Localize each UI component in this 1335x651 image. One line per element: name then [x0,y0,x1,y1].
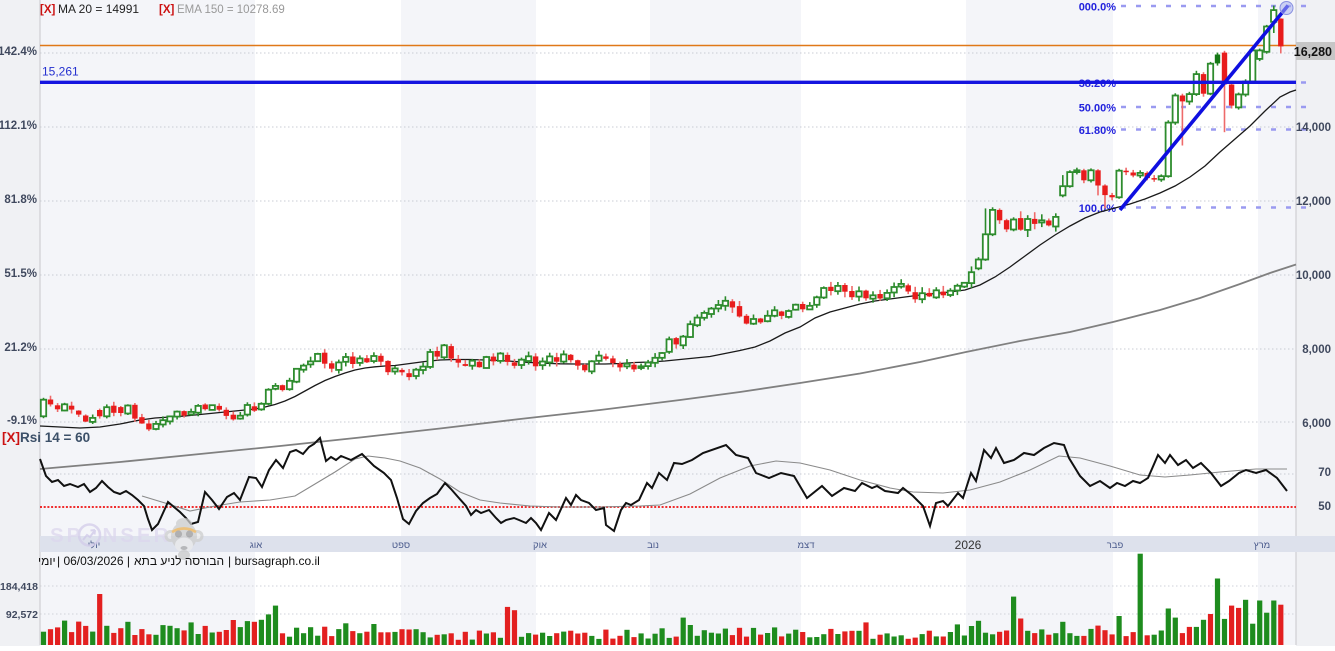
svg-text:הבורסה לניע בתא: הבורסה לניע בתא [134,554,224,568]
svg-text:38.20%: 38.20% [1079,78,1117,90]
svg-text:אוק: אוק [533,540,547,551]
svg-text:16,280: 16,280 [1294,45,1332,59]
svg-text:92,572: 92,572 [6,609,38,621]
svg-text:142.4%: 142.4% [0,46,37,58]
svg-text:Rsi 14 = 60: Rsi 14 = 60 [20,430,90,445]
svg-text:12,000: 12,000 [1296,196,1331,208]
svg-text:[X]: [X] [40,4,56,16]
svg-text:14,000: 14,000 [1296,122,1331,134]
svg-text:[X]: [X] [2,430,20,445]
svg-text:184,418: 184,418 [0,581,38,593]
svg-text:70: 70 [1318,467,1331,479]
svg-text:61.80%: 61.80% [1079,125,1117,137]
svg-text:000.0%: 000.0% [1079,2,1117,14]
svg-text:112.1%: 112.1% [0,120,37,132]
svg-text:אוג: אוג [250,540,262,551]
svg-text:2026: 2026 [955,538,982,552]
svg-text:| 06/03/2026 |: | 06/03/2026 | [57,554,130,568]
svg-text:יומי: יומי [38,554,56,568]
svg-text:81.8%: 81.8% [4,194,37,206]
svg-text:15,261: 15,261 [42,65,79,79]
svg-text:נוב: נוב [647,540,659,551]
svg-text:21.2%: 21.2% [4,342,37,354]
svg-text:ספט: ספט [392,540,410,551]
svg-text:-9.1%: -9.1% [7,415,37,427]
svg-text:SP: SP [50,524,83,547]
svg-text:מרץ: מרץ [1254,540,1270,551]
svg-text:[X]: [X] [159,4,175,16]
svg-text:דצמ: דצמ [798,540,815,551]
svg-text:10,000: 10,000 [1296,270,1331,282]
svg-text:51.5%: 51.5% [4,268,37,280]
svg-text:8,000: 8,000 [1302,344,1331,356]
svg-text:6,000: 6,000 [1302,418,1331,430]
svg-text:50: 50 [1318,501,1331,513]
svg-text:MA 20 = 14991: MA 20 = 14991 [58,2,139,16]
svg-text:50.00%: 50.00% [1079,103,1117,115]
svg-text:פבר: פבר [1107,540,1124,551]
svg-text:| bursagraph.co.il: | bursagraph.co.il [228,554,320,568]
svg-text:EMA 150 = 10278.69: EMA 150 = 10278.69 [177,4,285,16]
svg-text:100.0%: 100.0% [1079,203,1117,215]
svg-text:NSER: NSER [103,524,172,547]
